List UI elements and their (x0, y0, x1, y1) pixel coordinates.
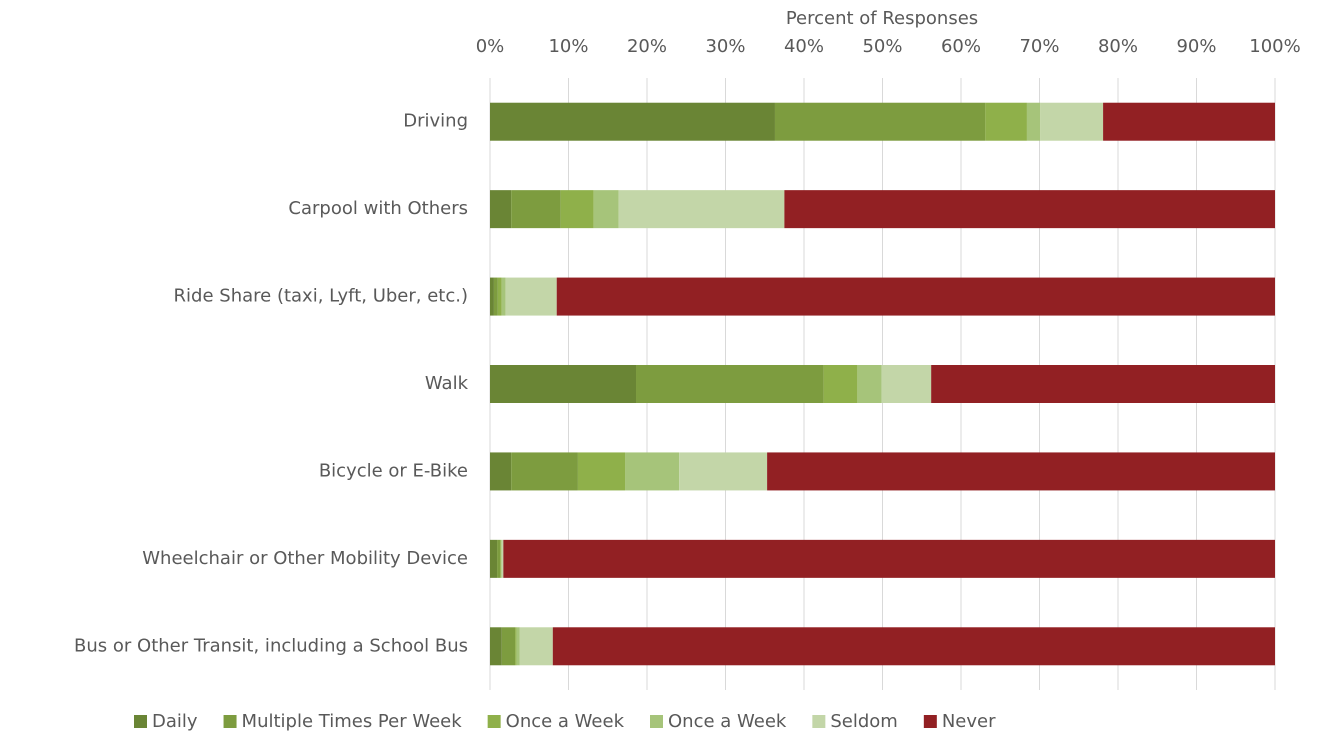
bar-segment (823, 365, 858, 403)
bar-segment (767, 452, 1275, 491)
legend-label: Daily (152, 711, 198, 732)
bar-segment (1040, 102, 1104, 141)
legend-label: Seldom (830, 711, 897, 732)
x-tick-label: 20% (627, 36, 667, 57)
bar-segment (552, 627, 1275, 666)
x-tick-label: 90% (1176, 36, 1216, 57)
bar-segment (490, 627, 502, 666)
bar-segment (618, 190, 785, 229)
bar-segment (625, 452, 680, 491)
bar-segment (511, 452, 578, 491)
legend-label: Once a Week (506, 711, 625, 732)
y-tick-label: Ride Share (taxi, Lyft, Uber, etc.) (174, 286, 468, 307)
y-tick-label: Walk (425, 373, 469, 394)
bar-segment (511, 190, 561, 229)
bar-segment (636, 365, 824, 403)
bar-segment (490, 102, 775, 141)
legend-swatch (923, 715, 937, 728)
bar-segment (516, 627, 520, 666)
bar-segment (679, 452, 768, 491)
y-tick-label: Bus or Other Transit, including a School… (74, 635, 468, 656)
bar-segment (490, 452, 512, 491)
bar-segment (560, 190, 594, 229)
bar-segment (515, 627, 517, 666)
bar-segment (501, 539, 504, 578)
bar-segment (501, 277, 506, 316)
legend-swatch (223, 715, 237, 728)
x-axis-title: Percent of Responses (786, 8, 978, 29)
bar-segment (577, 452, 626, 491)
bar-segment (505, 277, 557, 316)
bar-segment (519, 627, 553, 666)
bar-segment (501, 627, 516, 666)
y-tick-label: Driving (403, 111, 468, 132)
y-tick-label: Wheelchair or Other Mobility Device (142, 548, 468, 569)
bar-segment (1103, 102, 1275, 141)
bar-segment (490, 365, 637, 403)
y-tick-label: Carpool with Others (288, 198, 468, 219)
bar-segment (985, 102, 1027, 141)
bar-segment (931, 365, 1275, 403)
bar-segment (593, 190, 619, 229)
x-tick-label: 30% (705, 36, 745, 57)
x-tick-label: 40% (784, 36, 824, 57)
x-tick-label: 60% (941, 36, 981, 57)
bar-segment (774, 102, 986, 141)
bar-segment (497, 539, 501, 578)
bar-segment (500, 539, 502, 578)
x-tick-label: 100% (1249, 36, 1300, 57)
bar-segment (1026, 102, 1041, 141)
y-tick-label: Bicycle or E-Bike (319, 460, 468, 481)
x-tick-label: 70% (1019, 36, 1059, 57)
bar-segment (500, 539, 501, 578)
legend-swatch (812, 715, 826, 728)
legend-swatch (134, 715, 147, 728)
bar-segment (503, 539, 1276, 578)
legend-swatch (487, 715, 501, 728)
bar-segment (784, 190, 1275, 229)
bar-segment (490, 190, 512, 229)
legend-label: Never (942, 711, 996, 732)
bar-segment (490, 539, 498, 578)
bar-segment (490, 277, 494, 316)
x-tick-label: 10% (548, 36, 588, 57)
x-tick-label: 0% (476, 36, 505, 57)
bar-segment (493, 277, 498, 316)
legend-label: Multiple Times Per Week (242, 711, 463, 732)
x-tick-label: 80% (1098, 36, 1138, 57)
legend-swatch (650, 715, 663, 728)
bar-segment (556, 277, 1275, 316)
bar-segment (857, 365, 882, 403)
x-tick-label: 50% (862, 36, 902, 57)
bar-segment (497, 277, 502, 316)
bar-segment (881, 365, 932, 403)
legend-label: Once a Week (668, 711, 787, 732)
